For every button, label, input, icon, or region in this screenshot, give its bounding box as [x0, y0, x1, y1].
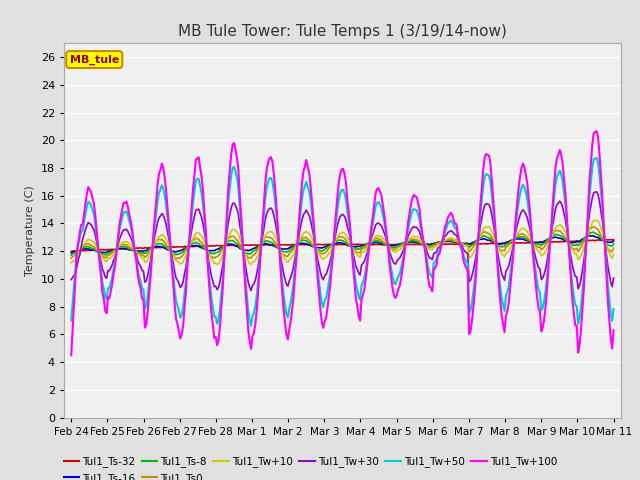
Y-axis label: Temperature (C): Temperature (C) [25, 185, 35, 276]
Legend: Tul1_Ts-32, Tul1_Ts-16, Tul1_Ts-8, Tul1_Ts0, Tul1_Tw+10, Tul1_Tw+30, Tul1_Tw+50,: Tul1_Ts-32, Tul1_Ts-16, Tul1_Ts-8, Tul1_… [63, 456, 557, 480]
Title: MB Tule Tower: Tule Temps 1 (3/19/14-now): MB Tule Tower: Tule Temps 1 (3/19/14-now… [178, 24, 507, 39]
Text: MB_tule: MB_tule [70, 54, 119, 65]
